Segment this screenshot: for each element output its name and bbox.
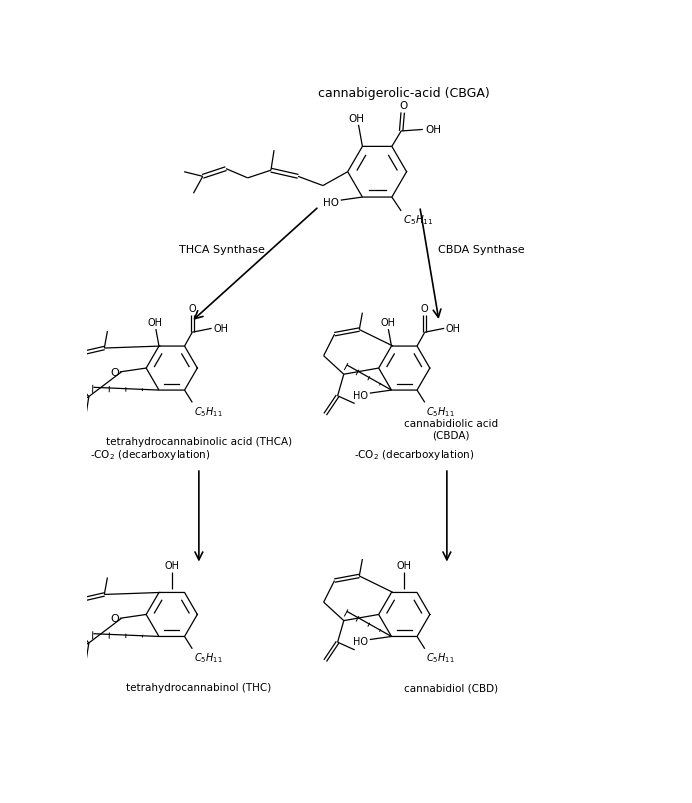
Text: OH: OH [348,114,364,124]
Text: OH: OH [147,317,163,328]
Text: $C_5H_{11}$: $C_5H_{11}$ [426,650,455,664]
Text: -CO$_2$ (decarboxylation): -CO$_2$ (decarboxylation) [91,448,210,462]
Text: -CO$_2$ (decarboxylation): -CO$_2$ (decarboxylation) [354,448,474,462]
Text: OH: OH [446,323,461,333]
Text: tetrahydrocannabinolic acid (THCA): tetrahydrocannabinolic acid (THCA) [106,436,292,446]
Text: OH: OH [397,560,412,570]
Text: HO: HO [323,198,339,207]
Text: OH: OH [213,323,228,333]
Text: O: O [188,304,196,313]
Text: O: O [110,368,119,377]
Text: O: O [421,304,428,313]
Text: cannabidiolic acid
(CBDA): cannabidiolic acid (CBDA) [403,418,498,440]
Text: OH: OH [425,125,441,135]
Text: OH: OH [164,560,179,570]
Text: OH: OH [380,317,395,328]
Text: HO: HO [353,390,368,400]
Text: $C_5H_{11}$: $C_5H_{11}$ [426,405,455,418]
Text: CBDA Synthase: CBDA Synthase [439,244,525,255]
Text: tetrahydrocannabinol (THC): tetrahydrocannabinol (THC) [126,683,271,692]
Text: THCA Synthase: THCA Synthase [179,244,265,255]
Text: $C_5H_{11}$: $C_5H_{11}$ [194,650,223,664]
Text: $C_5H_{11}$: $C_5H_{11}$ [194,405,223,418]
Text: HO: HO [353,636,368,646]
Text: cannabidiol (CBD): cannabidiol (CBD) [403,683,498,692]
Text: cannabigerolic-acid (CBGA): cannabigerolic-acid (CBGA) [318,87,490,100]
Text: O: O [399,101,408,111]
Text: O: O [110,613,119,624]
Text: $C_5H_{11}$: $C_5H_{11}$ [403,213,433,227]
